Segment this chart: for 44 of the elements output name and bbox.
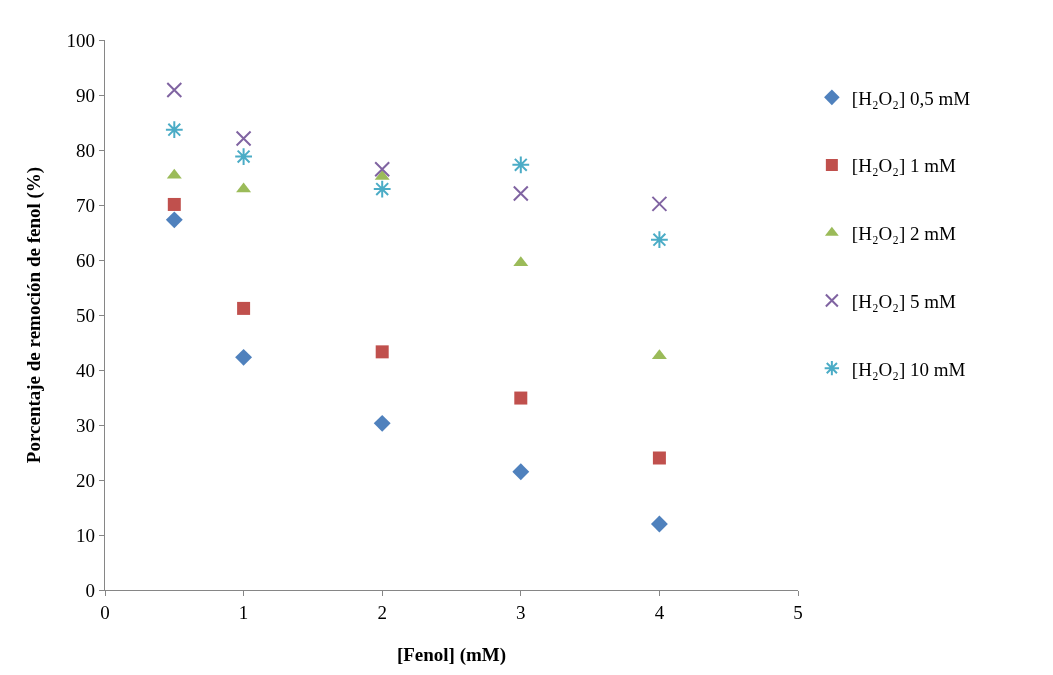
point [166, 82, 183, 99]
y-tick-label: 80 [76, 139, 96, 161]
x-tick-label: 4 [654, 601, 665, 623]
y-tick-label: 20 [76, 469, 96, 491]
point [235, 130, 252, 147]
point [650, 230, 669, 250]
legend-label: [H₂O₂] 5 mM [851, 290, 956, 312]
point [514, 391, 528, 405]
point [164, 120, 184, 140]
x-tick-label: 2 [377, 601, 387, 623]
y-tick-label: 30 [76, 414, 96, 436]
point [373, 414, 391, 432]
x-tick-label: 0 [100, 601, 110, 623]
point [511, 155, 531, 175]
point [652, 451, 666, 465]
x-tick-label: 5 [793, 601, 803, 623]
point [512, 185, 529, 202]
y-tick-label: 10 [76, 524, 96, 546]
point [651, 195, 668, 212]
point [235, 348, 253, 366]
y-tick-label: 0 [85, 579, 96, 601]
y-tick-label: 70 [76, 194, 96, 216]
point [237, 301, 251, 315]
legend-label: [H₂O₂] 0,5 mM [851, 87, 971, 109]
point [650, 515, 668, 533]
x-tick-label: 3 [516, 601, 526, 623]
point [167, 197, 181, 211]
point [375, 345, 389, 359]
x-axis-title: [Fenol] (mM) [396, 643, 507, 666]
y-tick-label: 40 [76, 359, 96, 381]
legend-label: [H₂O₂] 10 mM [851, 358, 966, 380]
legend-label: [H₂O₂] 2 mM [851, 223, 956, 245]
y-axis-title: Porcentaje de remoción de fenol (%) [23, 166, 46, 464]
x-tick-label: 1 [238, 601, 249, 623]
y-tick-label: 50 [76, 304, 96, 326]
point [234, 147, 253, 166]
point [165, 211, 183, 229]
point [512, 463, 530, 481]
y-tick-label: 90 [76, 84, 96, 106]
point [372, 179, 392, 199]
y-tick-label: 100 [66, 29, 96, 51]
point [374, 161, 391, 178]
y-tick-label: 60 [76, 249, 96, 271]
legend-label: [H₂O₂] 1 mM [851, 155, 956, 177]
